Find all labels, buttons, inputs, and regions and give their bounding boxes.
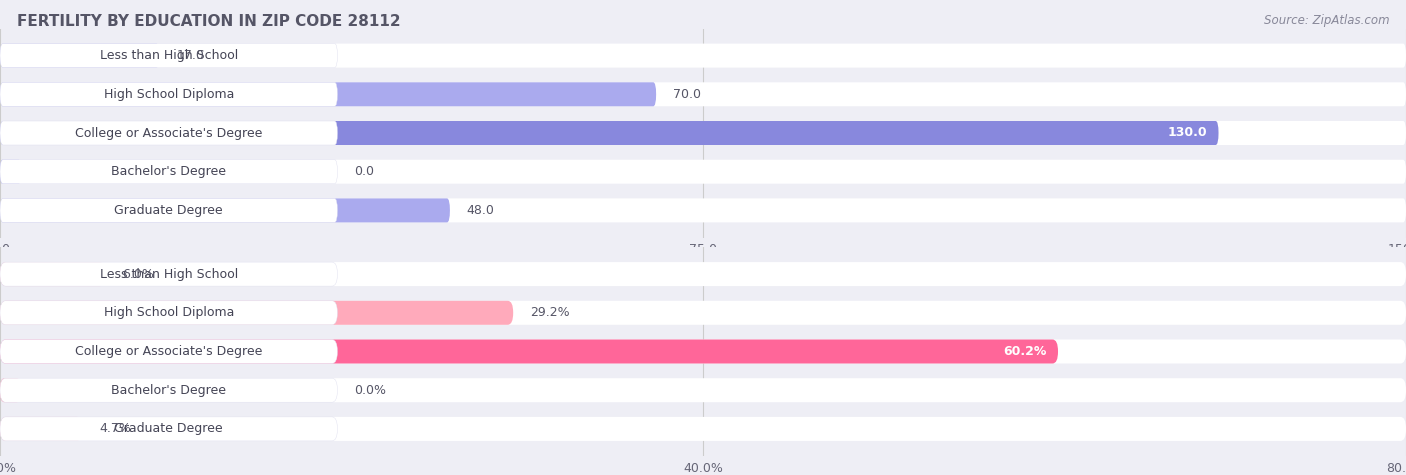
FancyBboxPatch shape (0, 378, 337, 402)
FancyBboxPatch shape (0, 301, 337, 325)
FancyBboxPatch shape (0, 417, 337, 441)
Text: Graduate Degree: Graduate Degree (114, 204, 224, 217)
FancyBboxPatch shape (0, 44, 159, 67)
Text: College or Associate's Degree: College or Associate's Degree (75, 126, 263, 140)
Text: 0.0%: 0.0% (354, 384, 387, 397)
Text: Source: ZipAtlas.com: Source: ZipAtlas.com (1264, 14, 1389, 27)
Text: Less than High School: Less than High School (100, 267, 238, 281)
FancyBboxPatch shape (0, 160, 1406, 184)
Text: 6.0%: 6.0% (122, 267, 155, 281)
Text: Less than High School: Less than High School (100, 49, 238, 62)
FancyBboxPatch shape (0, 82, 1406, 106)
FancyBboxPatch shape (0, 121, 1219, 145)
FancyBboxPatch shape (0, 199, 1406, 222)
FancyBboxPatch shape (0, 340, 1059, 363)
FancyBboxPatch shape (0, 160, 21, 184)
Text: 4.7%: 4.7% (100, 422, 131, 436)
FancyBboxPatch shape (0, 340, 1406, 363)
FancyBboxPatch shape (0, 417, 83, 441)
FancyBboxPatch shape (0, 44, 337, 67)
Text: 17.0: 17.0 (176, 49, 204, 62)
Text: 0.0: 0.0 (354, 165, 374, 178)
FancyBboxPatch shape (0, 121, 1406, 145)
FancyBboxPatch shape (0, 417, 1406, 441)
FancyBboxPatch shape (0, 160, 337, 184)
Text: High School Diploma: High School Diploma (104, 306, 233, 319)
Text: Bachelor's Degree: Bachelor's Degree (111, 384, 226, 397)
Text: 29.2%: 29.2% (530, 306, 569, 319)
FancyBboxPatch shape (0, 262, 105, 286)
FancyBboxPatch shape (0, 82, 657, 106)
FancyBboxPatch shape (0, 199, 450, 222)
FancyBboxPatch shape (0, 301, 513, 325)
FancyBboxPatch shape (0, 121, 337, 145)
Text: College or Associate's Degree: College or Associate's Degree (75, 345, 263, 358)
FancyBboxPatch shape (0, 44, 1406, 67)
FancyBboxPatch shape (0, 199, 337, 222)
FancyBboxPatch shape (0, 301, 1406, 325)
Text: 48.0: 48.0 (467, 204, 495, 217)
FancyBboxPatch shape (0, 378, 21, 402)
FancyBboxPatch shape (0, 82, 337, 106)
FancyBboxPatch shape (0, 340, 337, 363)
Text: Graduate Degree: Graduate Degree (114, 422, 224, 436)
Text: 70.0: 70.0 (673, 88, 702, 101)
FancyBboxPatch shape (0, 378, 1406, 402)
Text: 130.0: 130.0 (1167, 126, 1208, 140)
Text: High School Diploma: High School Diploma (104, 88, 233, 101)
Text: Bachelor's Degree: Bachelor's Degree (111, 165, 226, 178)
Text: FERTILITY BY EDUCATION IN ZIP CODE 28112: FERTILITY BY EDUCATION IN ZIP CODE 28112 (17, 14, 401, 29)
FancyBboxPatch shape (0, 262, 337, 286)
FancyBboxPatch shape (0, 262, 1406, 286)
Text: 60.2%: 60.2% (1004, 345, 1046, 358)
